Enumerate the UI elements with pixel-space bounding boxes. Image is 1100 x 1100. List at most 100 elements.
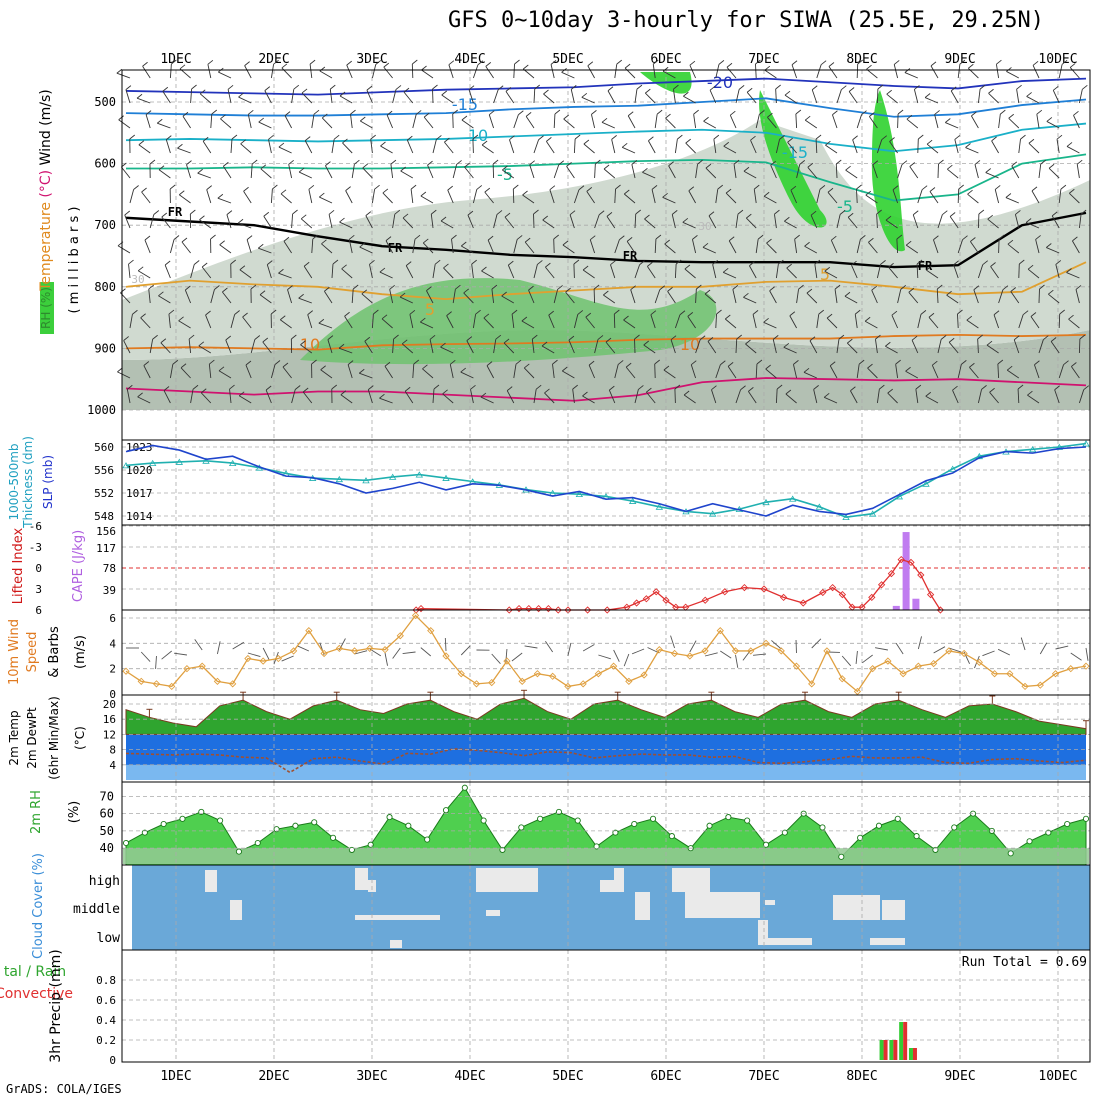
wind-barb — [308, 189, 313, 204]
wind-barb — [124, 214, 131, 229]
wind-speed-marker — [457, 670, 465, 678]
rh-marker — [537, 815, 544, 822]
wind-barb-flag — [625, 362, 632, 368]
wind-barb — [441, 94, 454, 104]
wind-barb-flag — [654, 359, 660, 365]
wind-speed-marker — [1067, 665, 1075, 673]
wind-barb — [995, 64, 1000, 79]
wind-barb — [605, 341, 616, 354]
wind-barb — [763, 195, 777, 204]
lifted-index-marker — [907, 558, 915, 567]
wind-barb — [589, 239, 596, 254]
lifted-index-marker — [554, 606, 562, 614]
wind-speed-marker — [549, 672, 557, 680]
wind-barb-flag — [359, 242, 365, 248]
wind-barb — [854, 314, 858, 329]
wind-barb — [917, 189, 923, 204]
wind-barb-flag — [422, 238, 429, 244]
wind-barb — [502, 169, 515, 179]
wind-barb-flag — [856, 184, 862, 190]
wind-barb-flag — [116, 68, 123, 74]
wind-barb-flag — [342, 138, 348, 144]
rh-marker — [857, 834, 864, 841]
wind-barb — [344, 316, 353, 329]
wind-barb — [1058, 64, 1063, 79]
wind-barb — [244, 65, 252, 79]
wind-barb-flag — [1055, 260, 1062, 265]
rh-axis-label-part: RH (%) — [39, 287, 53, 329]
wind-barb — [864, 320, 878, 329]
wind-barb-flag — [986, 340, 993, 346]
isotherm-value-label: -5 — [497, 165, 513, 184]
wind-barb — [1050, 341, 1060, 354]
wind-barb-flag — [522, 190, 528, 196]
wind-barb — [911, 340, 919, 354]
wind-barb-flag — [616, 59, 623, 65]
wind-barb-flag — [166, 135, 172, 140]
wind-speed-marker — [1036, 681, 1044, 689]
wind-barb — [582, 395, 595, 404]
wind-barb — [222, 166, 232, 179]
lifted-index-marker — [603, 606, 611, 614]
wind-barb — [634, 264, 640, 279]
wind-barb — [735, 389, 741, 404]
y-tick-label-temp: 8 — [109, 744, 116, 757]
y-tick-label-slp: 1020 — [126, 464, 153, 477]
wind-barb-flag — [875, 334, 881, 340]
isotherm-line — [125, 333, 1087, 351]
wind-barb — [392, 214, 396, 229]
wind-barb — [829, 365, 838, 379]
wind-barb-flag — [178, 190, 185, 196]
wind-barb-flag — [429, 334, 436, 340]
wind-speed-marker — [533, 670, 542, 678]
wind-barb — [917, 314, 922, 329]
wind-barb — [674, 314, 681, 329]
wind-barb — [198, 345, 212, 354]
wind-barb — [848, 91, 858, 104]
wind-barb — [581, 96, 595, 104]
wind-barb — [480, 396, 494, 404]
wind-barb — [585, 316, 595, 329]
wind-barb-flag — [1034, 360, 1040, 366]
isotherm-value-label: 10 — [300, 335, 320, 354]
y-tick-label-li: 0 — [35, 562, 42, 575]
wind-barb-flag — [832, 110, 838, 116]
wind-barb — [145, 114, 151, 129]
wind-barb-flag — [1082, 84, 1088, 90]
wind-barb-flag — [1071, 362, 1077, 367]
wind-barb — [967, 193, 979, 204]
wind-barb — [426, 290, 434, 304]
wind-barb-flag — [504, 212, 511, 218]
rh-marker — [254, 839, 261, 847]
wind-barb — [116, 72, 131, 79]
wind-barb-flag — [730, 110, 736, 116]
wind-barb-flag — [752, 310, 759, 315]
lifted-index-marker — [936, 606, 945, 614]
wind-barb — [488, 114, 495, 129]
wind-barb-flag — [362, 163, 368, 169]
rh2m-axis-label: 2m RH — [29, 790, 44, 834]
wind-barb — [896, 238, 899, 254]
wind-barb-flag — [1083, 385, 1090, 391]
wind-axis-label-text: (m/s) — [73, 635, 88, 669]
wind-barb — [810, 215, 818, 229]
wind-barb — [501, 295, 515, 304]
wind-barb — [283, 241, 292, 254]
wind-barb — [463, 292, 474, 304]
wind-barb — [165, 139, 171, 154]
wind-barb-flag — [158, 291, 164, 297]
wind-speed-marker — [975, 658, 983, 666]
wind-barb-flag — [287, 285, 293, 290]
wind-barb-flag — [933, 235, 939, 241]
wind-barb — [270, 64, 275, 79]
thickness-marker — [975, 452, 984, 460]
cape-axis-label-part: CAPE (J/kg) — [71, 530, 86, 602]
wind-barb-flag — [523, 363, 530, 369]
lifted-index-marker — [652, 588, 660, 596]
wind-barb — [361, 293, 373, 304]
thickness-axis-label-text: Thickness (dm) — [21, 436, 35, 529]
wind-barb — [1027, 268, 1040, 279]
rh-marker — [913, 833, 920, 840]
wind-barb-10m — [140, 651, 151, 662]
wind-barb — [432, 264, 436, 279]
